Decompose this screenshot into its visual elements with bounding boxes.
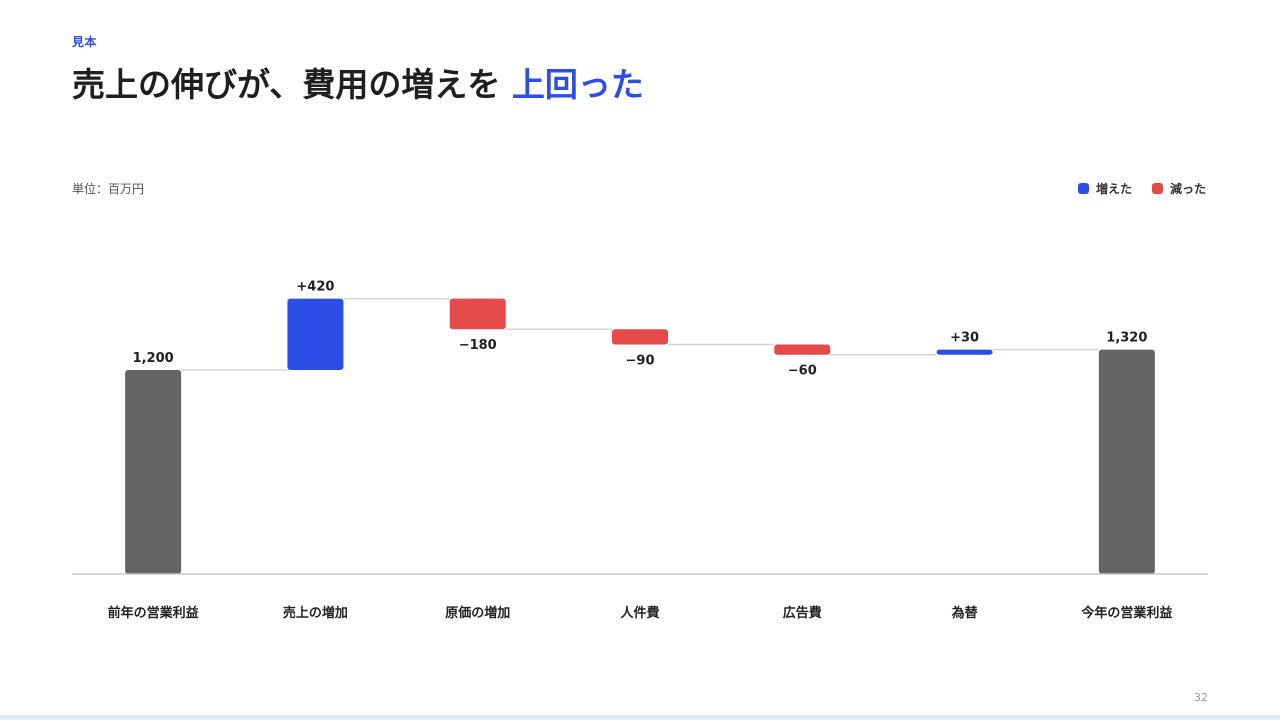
title-accent: 上回った bbox=[511, 65, 644, 104]
page-number: 32 bbox=[1194, 691, 1208, 704]
eyebrow-label: 見本 bbox=[72, 35, 98, 49]
data-label: −90 bbox=[626, 354, 655, 369]
category-label: 広告費 bbox=[783, 605, 822, 621]
data-label: −180 bbox=[459, 338, 497, 353]
title-main: 売上の伸びが、費用の増えを bbox=[72, 65, 501, 104]
category-label: 前年の営業利益 bbox=[108, 605, 199, 621]
bottom-accent-bar bbox=[0, 715, 1280, 720]
legend-label-increase: 増えた bbox=[1095, 182, 1132, 196]
legend-item-increase: 増えた bbox=[1077, 180, 1132, 197]
chart-legend: 増えた 減った bbox=[1077, 180, 1206, 197]
waterfall-bar bbox=[287, 298, 344, 370]
waterfall-bar bbox=[125, 370, 182, 574]
data-label: +30 bbox=[950, 331, 979, 346]
category-label: 原価の増加 bbox=[445, 605, 510, 621]
category-label: 人件費 bbox=[620, 605, 659, 621]
category-label: 売上の増加 bbox=[283, 605, 348, 621]
legend-item-decrease: 減った bbox=[1151, 180, 1206, 197]
waterfall-bar bbox=[774, 344, 831, 355]
category-label: 為替 bbox=[952, 605, 979, 621]
data-label: 1,320 bbox=[1106, 331, 1147, 346]
page-title: 売上の伸びが、費用の増えを 上回った bbox=[72, 58, 644, 106]
waterfall-bar bbox=[1098, 349, 1155, 574]
waterfall-bar bbox=[612, 329, 668, 345]
waterfall-bar bbox=[936, 349, 993, 355]
data-label: +420 bbox=[296, 280, 334, 295]
data-label: 1,200 bbox=[133, 351, 174, 366]
category-label: 今年の営業利益 bbox=[1080, 605, 1172, 621]
data-label: −60 bbox=[788, 364, 817, 379]
legend-swatch-decrease bbox=[1151, 183, 1163, 194]
waterfall-bar bbox=[449, 298, 506, 330]
unit-label: 単位：百万円 bbox=[72, 182, 145, 196]
legend-label-decrease: 減った bbox=[1169, 182, 1206, 196]
legend-swatch-increase bbox=[1077, 183, 1089, 194]
